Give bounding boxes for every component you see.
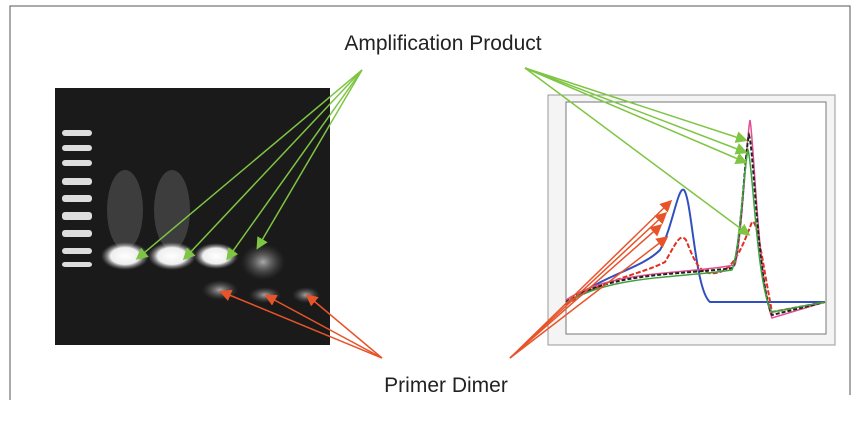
gel-image xyxy=(55,88,330,345)
melt-curve-chart xyxy=(548,95,835,345)
figure: Amplification Product Primer Dimer xyxy=(0,0,860,427)
primer-dimer-label: Primer Dimer xyxy=(384,374,508,397)
amplification-label: Amplification Product xyxy=(344,32,541,55)
